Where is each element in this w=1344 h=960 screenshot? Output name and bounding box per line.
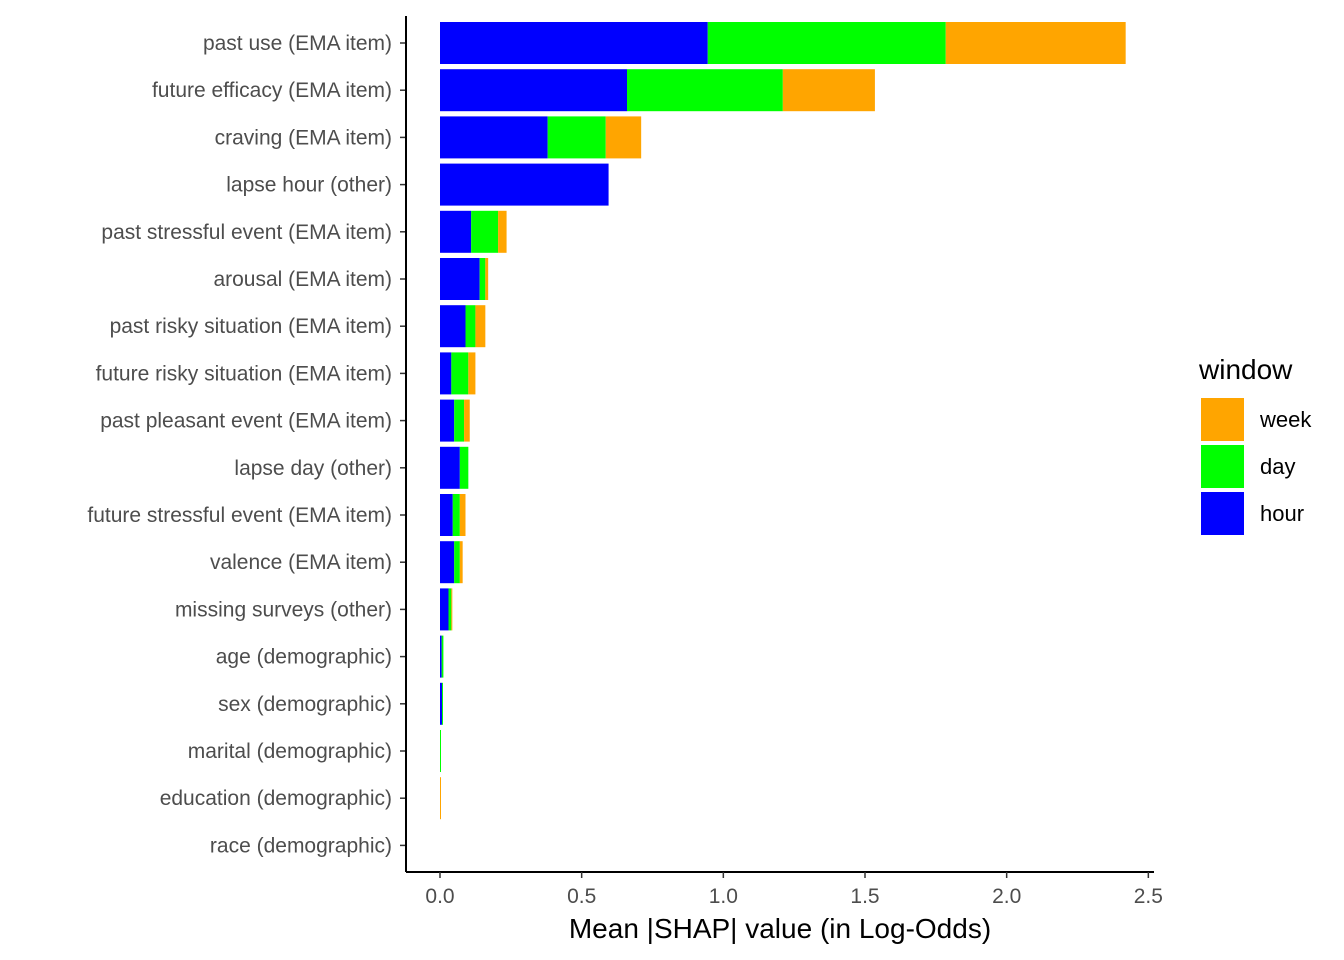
y-tick-label: marital (demographic)	[188, 740, 392, 763]
bar-past-stressful-event-ema-item-week	[498, 210, 507, 253]
bars-layer	[440, 22, 1126, 820]
x-tick-label: 2.0	[992, 885, 1021, 908]
bar-craving-ema-item-day	[547, 116, 606, 159]
x-tick-label: 0.0	[425, 885, 454, 908]
legend-key-day	[1201, 445, 1244, 488]
bar-past-risky-situation-ema-item-hour	[440, 305, 466, 348]
bar-education-demographic-week	[440, 777, 441, 820]
y-tick-label: future risky situation (EMA item)	[96, 362, 392, 385]
x-axis-title: Mean |SHAP| value (in Log-Odds)	[569, 913, 991, 944]
bar-arousal-ema-item-hour	[440, 258, 480, 300]
bar-marital-demographic-day	[440, 730, 441, 772]
bar-age-demographic-day	[441, 635, 444, 678]
bar-sex-demographic-day	[441, 682, 443, 725]
legend-title: window	[1198, 354, 1293, 385]
legend-label-day: day	[1260, 454, 1295, 479]
bar-past-pleasant-event-ema-item-week	[464, 399, 470, 442]
y-tick-label: future efficacy (EMA item)	[152, 79, 392, 102]
bar-past-stressful-event-ema-item-day	[471, 210, 499, 253]
bar-lapse-day-other-hour	[440, 446, 460, 489]
y-tick-label: past pleasant event (EMA item)	[100, 410, 392, 433]
bar-past-risky-situation-ema-item-week	[475, 305, 486, 348]
bar-past-use-ema-item-week	[945, 22, 1126, 64]
bar-craving-ema-item-hour	[440, 116, 548, 159]
bar-future-stressful-event-ema-item-week	[459, 494, 466, 536]
legend: window week day hour	[1198, 354, 1312, 535]
y-axis: past use (EMA item) future efficacy (EMA …	[87, 16, 407, 872]
y-tick-label: past risky situation (EMA item)	[110, 315, 392, 338]
bar-future-stressful-event-ema-item-hour	[440, 494, 453, 536]
bar-arousal-ema-item-day	[479, 258, 486, 300]
y-tick-label: past use (EMA item)	[203, 32, 392, 55]
bar-past-pleasant-event-ema-item-hour	[440, 399, 455, 442]
y-tick-label: valence (EMA item)	[210, 551, 392, 574]
bar-sex-demographic-hour	[440, 682, 442, 725]
x-tick-label: 0.5	[567, 885, 596, 908]
legend-label-hour: hour	[1260, 501, 1304, 526]
y-tick-label: race (demographic)	[210, 834, 392, 857]
bar-valence-ema-item-day	[454, 541, 460, 584]
legend-key-week	[1201, 398, 1244, 441]
bar-craving-ema-item-week	[605, 116, 642, 159]
bar-future-risky-situation-ema-item-week	[468, 352, 476, 395]
bar-past-use-ema-item-hour	[440, 22, 708, 64]
bar-past-pleasant-event-ema-item-day	[454, 399, 465, 442]
bar-past-use-ema-item-day	[707, 22, 946, 64]
y-tick-label: education (demographic)	[160, 787, 392, 810]
bar-valence-ema-item-hour	[440, 541, 455, 584]
bar-future-efficacy-ema-item-week	[782, 69, 875, 112]
y-tick-label: lapse hour (other)	[226, 174, 392, 197]
y-tick-label: future stressful event (EMA item)	[87, 504, 392, 527]
legend-label-week: week	[1259, 407, 1312, 432]
x-tick-label: 2.5	[1134, 885, 1163, 908]
y-tick-label: lapse day (other)	[234, 457, 392, 480]
bar-future-risky-situation-ema-item-day	[451, 352, 469, 395]
bar-age-demographic-hour	[440, 635, 442, 678]
x-tick-label: 1.5	[850, 885, 879, 908]
bar-arousal-ema-item-week	[485, 258, 489, 300]
bar-lapse-day-other-day	[459, 446, 469, 489]
y-tick-label: craving (EMA item)	[215, 126, 392, 149]
x-tick-label: 1.0	[709, 885, 738, 908]
y-tick-label: age (demographic)	[216, 646, 392, 669]
bar-lapse-hour-other-hour	[440, 163, 609, 206]
bar-future-risky-situation-ema-item-hour	[440, 352, 452, 395]
bar-valence-ema-item-week	[459, 541, 463, 584]
y-tick-label: missing surveys (other)	[175, 598, 392, 621]
x-axis: 0.0 0.5 1.0 1.5 2.0 2.5	[406, 871, 1163, 908]
bar-future-stressful-event-ema-item-day	[452, 494, 460, 536]
bar-missing-surveys-other-day	[448, 588, 452, 631]
bar-missing-surveys-other-week	[451, 588, 453, 631]
y-tick-label: arousal (EMA item)	[213, 268, 392, 291]
bar-past-risky-situation-ema-item-day	[465, 305, 476, 348]
bar-future-efficacy-ema-item-day	[627, 69, 783, 112]
y-tick-label: past stressful event (EMA item)	[101, 221, 392, 244]
bar-missing-surveys-other-hour	[440, 588, 449, 631]
legend-key-hour	[1201, 492, 1244, 535]
y-tick-label: sex (demographic)	[218, 693, 392, 716]
bar-future-efficacy-ema-item-hour	[440, 69, 627, 112]
bar-past-stressful-event-ema-item-hour	[440, 210, 472, 253]
